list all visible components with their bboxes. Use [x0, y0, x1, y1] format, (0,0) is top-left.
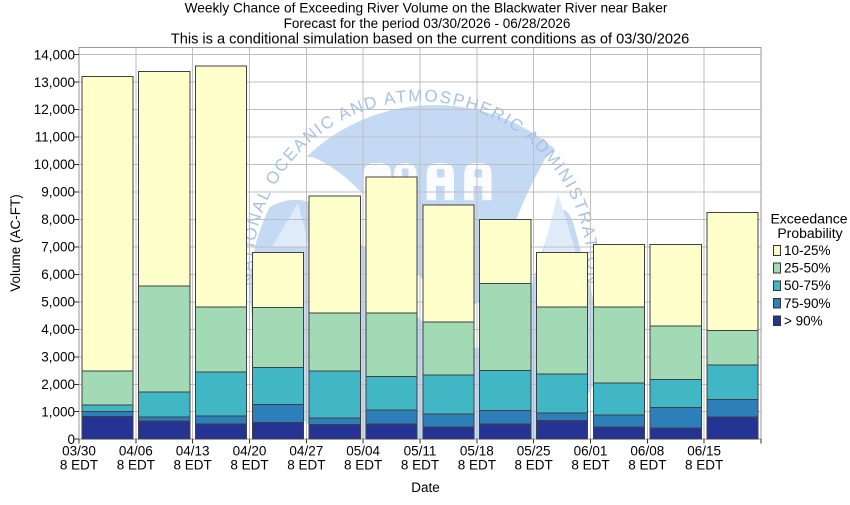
svg-text:11,000: 11,000 [35, 130, 75, 145]
svg-text:13,000: 13,000 [34, 75, 75, 90]
svg-text:05/04: 05/04 [346, 443, 380, 458]
svg-text:06/01: 06/01 [574, 443, 608, 458]
svg-text:8,000: 8,000 [41, 212, 75, 227]
svg-text:8 EDT: 8 EDT [401, 457, 439, 472]
svg-text:8 EDT: 8 EDT [287, 457, 325, 472]
svg-text:8 EDT: 8 EDT [685, 457, 723, 472]
svg-text:Volume (AC-FT): Volume (AC-FT) [8, 194, 23, 292]
svg-text:0: 0 [67, 432, 75, 447]
svg-text:2,000: 2,000 [41, 377, 75, 392]
svg-text:Probability: Probability [777, 225, 842, 241]
svg-text:8 EDT: 8 EDT [344, 457, 382, 472]
svg-text:Forecast for the period 03/30/: Forecast for the period 03/30/2026 - 06/… [284, 16, 571, 31]
svg-text:8 EDT: 8 EDT [571, 457, 609, 472]
svg-text:9,000: 9,000 [41, 185, 75, 200]
svg-text:50-75%: 50-75% [784, 278, 831, 293]
svg-text:Exceedance: Exceedance [770, 211, 847, 227]
svg-text:8 EDT: 8 EDT [174, 457, 212, 472]
svg-text:Date: Date [411, 480, 440, 495]
svg-text:12,000: 12,000 [34, 102, 75, 117]
svg-text:04/06: 04/06 [119, 443, 153, 458]
svg-text:04/13: 04/13 [176, 443, 210, 458]
svg-text:10,000: 10,000 [34, 157, 75, 172]
svg-text:8 EDT: 8 EDT [117, 457, 155, 472]
svg-text:8 EDT: 8 EDT [628, 457, 666, 472]
svg-text:03/30: 03/30 [62, 443, 96, 458]
svg-text:3,000: 3,000 [41, 349, 75, 364]
svg-text:8 EDT: 8 EDT [515, 457, 553, 472]
svg-text:75-90%: 75-90% [784, 296, 831, 311]
svg-text:05/25: 05/25 [517, 443, 551, 458]
svg-text:5,000: 5,000 [41, 294, 75, 309]
svg-text:04/20: 04/20 [233, 443, 267, 458]
svg-text:05/11: 05/11 [404, 443, 437, 458]
svg-text:05/18: 05/18 [460, 443, 494, 458]
svg-text:Weekly Chance of Exceeding Riv: Weekly Chance of Exceeding River Volume … [185, 1, 668, 16]
svg-text:25-50%: 25-50% [784, 261, 831, 276]
svg-text:8 EDT: 8 EDT [60, 457, 98, 472]
svg-text:7,000: 7,000 [41, 240, 75, 255]
svg-text:This is a conditional simulati: This is a conditional simulation based o… [171, 32, 689, 48]
svg-text:> 90%: > 90% [784, 313, 823, 328]
svg-text:4,000: 4,000 [41, 322, 75, 337]
svg-text:6,000: 6,000 [41, 267, 75, 282]
svg-text:04/27: 04/27 [289, 443, 323, 458]
svg-text:8 EDT: 8 EDT [230, 457, 268, 472]
svg-text:06/15: 06/15 [687, 443, 721, 458]
svg-text:06/08: 06/08 [630, 443, 664, 458]
svg-text:8 EDT: 8 EDT [458, 457, 496, 472]
svg-text:1,000: 1,000 [41, 404, 75, 419]
svg-text:10-25%: 10-25% [784, 243, 831, 258]
svg-text:14,000: 14,000 [34, 47, 75, 62]
